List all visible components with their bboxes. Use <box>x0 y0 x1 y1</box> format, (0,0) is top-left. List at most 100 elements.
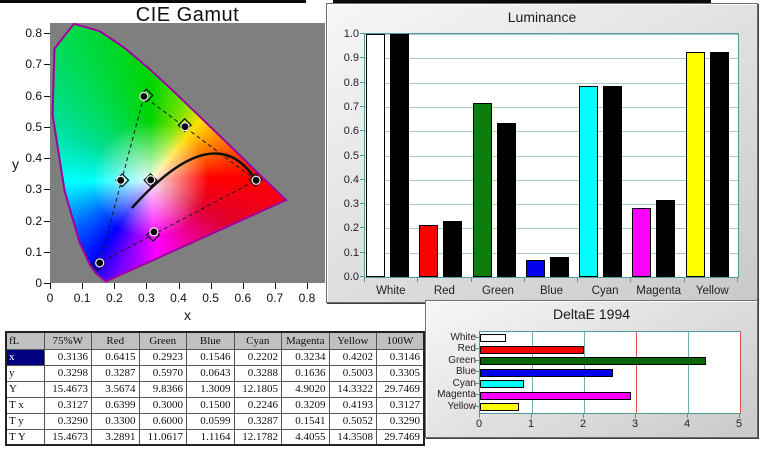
table-cell: 0.3287 <box>233 412 282 430</box>
luminance-gridline <box>365 106 738 108</box>
luminance-category-cyan: Cyan <box>591 285 619 297</box>
row-label-y[interactable]: y <box>5 364 45 382</box>
table-cell: 4.9020 <box>281 380 330 398</box>
row-label-x[interactable]: x <box>5 348 45 366</box>
luminance-measured-bar-magenta <box>656 200 676 277</box>
luminance-target-bar-blue <box>525 259 545 277</box>
table-cell: 0.6399 <box>91 396 140 414</box>
table-cell: 1.1164 <box>186 428 235 446</box>
luminance-gridline <box>365 82 738 84</box>
luminance-gridline <box>365 34 738 35</box>
luminance-y-tick-label: 0.9 <box>343 52 359 65</box>
luminance-x-tick <box>523 278 525 282</box>
table-cell: 29.7469 <box>376 380 425 398</box>
cie-y-tick <box>44 220 50 222</box>
cie-y-tick-label: 0.5 <box>25 119 42 134</box>
deltae-x-tick <box>531 414 532 418</box>
deltae-y-tick <box>475 405 479 407</box>
luminance-x-tick <box>364 278 365 282</box>
table-cell: 15.4673 <box>43 380 92 398</box>
luminance-group-white <box>365 34 418 277</box>
luminance-plot-area <box>364 33 739 278</box>
deltae-bar-red <box>480 345 584 354</box>
deltae-x-tick-label: 4 <box>683 418 691 430</box>
table-cell: 0.5003 <box>328 364 377 382</box>
deltae-title: DeltaE 1994 <box>552 306 631 322</box>
deltae-plot-area <box>479 331 741 414</box>
measured-point-cyan <box>116 175 126 185</box>
luminance-gridline <box>365 204 738 206</box>
luminance-gridline <box>365 58 738 60</box>
luminance-y-tick-label: 0.0 <box>343 271 359 283</box>
col-header-blue: Blue <box>186 331 235 350</box>
row-label-t-x[interactable]: T x <box>5 396 45 414</box>
luminance-group-green <box>472 34 525 277</box>
table-cell: 0.1541 <box>281 412 330 430</box>
col-header-magenta: Magenta <box>281 331 330 350</box>
row-label-y[interactable]: Y <box>5 380 45 398</box>
measured-point-yellow <box>180 122 190 132</box>
table-cell: 1.3009 <box>186 380 235 398</box>
cie-x-tick <box>146 283 148 289</box>
measured-point-white <box>146 175 156 185</box>
luminance-measured-bar-blue <box>549 256 569 277</box>
table-row: y 0.3298 0.3287 0.5970 0.0643 0.3288 0.1636 0.5… <box>5 364 425 382</box>
cie-x-tick-label: 0.4 <box>170 291 187 305</box>
table-cell: 0.2202 <box>233 348 282 366</box>
table-cell: 0.5052 <box>328 412 377 430</box>
table-cell: 0.3127 <box>376 396 425 414</box>
cie-x-tick <box>114 283 116 289</box>
luminance-gridline <box>365 228 738 230</box>
cie-x-tick <box>82 283 84 289</box>
table-cell: 0.3146 <box>376 348 425 366</box>
cie-x-tick-label: 0.6 <box>234 291 252 305</box>
luminance-y-tick-label: 0.1 <box>343 246 359 259</box>
deltae-category-yellow: Yellow <box>447 400 476 412</box>
deltae-gridline <box>740 332 741 413</box>
luminance-category-red: Red <box>433 285 455 297</box>
row-label-t-y[interactable]: T y <box>5 412 45 430</box>
deltae-x-tick-label: 2 <box>579 418 587 430</box>
cie-y-tick-label: 0.6 <box>25 88 42 103</box>
table-row: Y 15.4673 3.5674 9.8366 1.3009 12.1805 4.9020 1… <box>5 380 425 398</box>
measured-point-magenta <box>149 227 159 237</box>
luminance-group-blue <box>525 34 578 277</box>
table-cell: 0.3000 <box>138 396 187 414</box>
row-label-t-y[interactable]: T Y <box>5 428 45 446</box>
deltae-y-tick <box>475 394 479 396</box>
table-row: T x 0.3127 0.6399 0.3000 0.1500 0.2246 0.3209 0… <box>5 396 425 414</box>
cie-x-tick <box>307 283 308 289</box>
cie-x-tick <box>210 283 212 289</box>
table-cell: 4.4055 <box>281 428 330 446</box>
cie-x-tick <box>178 283 180 289</box>
cie-overlay <box>51 23 288 283</box>
luminance-gridline <box>365 131 738 133</box>
luminance-measured-bar-red <box>443 220 463 277</box>
luminance-target-bar-magenta <box>632 207 652 277</box>
table-cell: 0.3290 <box>376 412 425 430</box>
cie-x-tick-label: 0.1 <box>73 291 91 305</box>
luminance-y-tick <box>360 276 364 277</box>
deltae-category-green: Green <box>448 354 476 366</box>
table-cell: 15.4673 <box>43 428 92 446</box>
col-header-cyan: Cyan <box>233 331 282 350</box>
cie-y-tick-label: 0.8 <box>25 26 42 40</box>
cie-y-tick <box>44 126 50 128</box>
col-header-100w: 100W <box>376 331 425 350</box>
luminance-category-white: White <box>376 285 406 297</box>
luminance-target-bar-yellow <box>685 51 705 277</box>
luminance-y-tick <box>360 154 364 156</box>
deltae-category-magenta: Magenta <box>437 389 476 401</box>
cie-y-tick-label: 0.3 <box>25 182 42 197</box>
luminance-target-bar-white <box>366 34 385 277</box>
table-cell: 9.8366 <box>138 380 187 398</box>
cie-y-tick-label: 0.2 <box>25 213 42 228</box>
col-header-red: Red <box>91 331 140 350</box>
luminance-y-tick-label: 0.8 <box>343 76 359 89</box>
table-cell: 0.0643 <box>186 364 235 382</box>
luminance-curve <box>130 152 258 209</box>
deltae-bar-white <box>480 334 506 342</box>
deltae-bar-blue <box>480 368 613 377</box>
luminance-y-tick <box>360 81 364 83</box>
luminance-x-tick <box>577 278 579 282</box>
